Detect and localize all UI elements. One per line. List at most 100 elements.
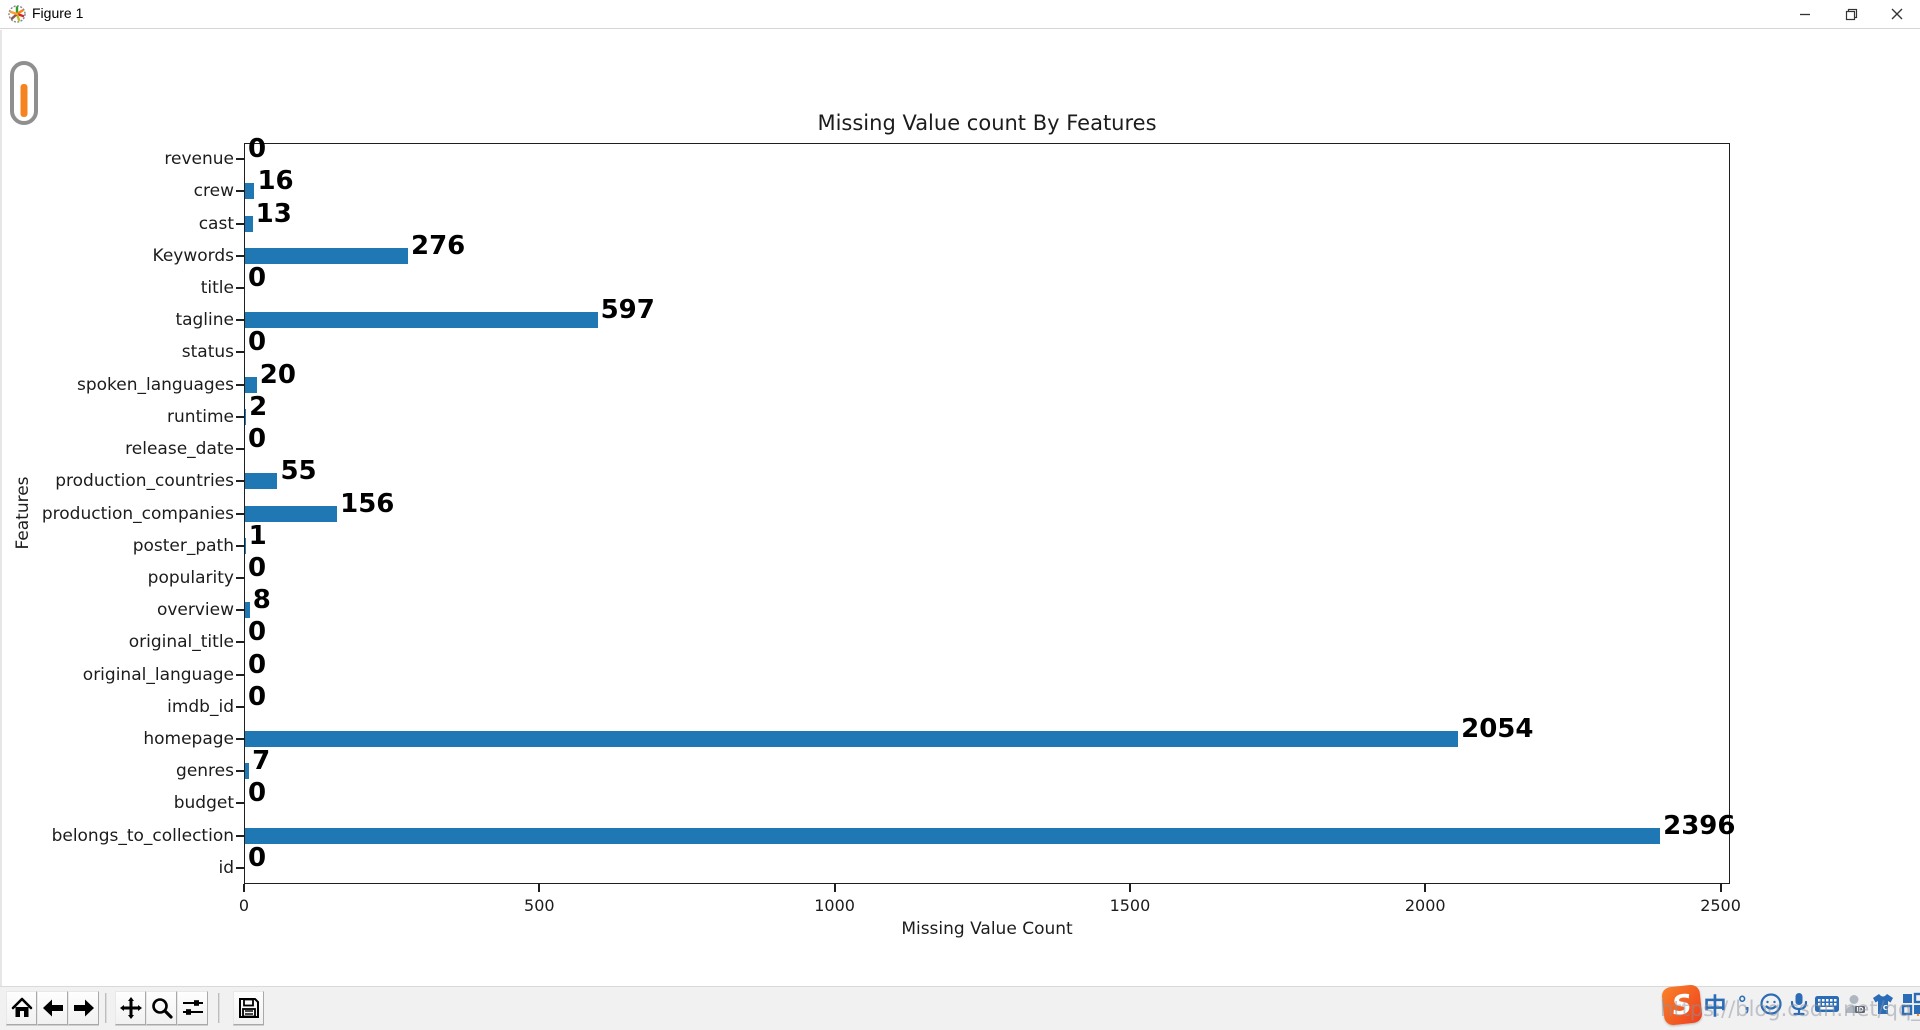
close-button[interactable] — [1874, 0, 1920, 28]
bar-value-label: 276 — [411, 230, 466, 261]
x-tick-label: 1500 — [1109, 896, 1151, 915]
bar — [245, 408, 247, 425]
microphone-icon[interactable] — [1786, 991, 1812, 1017]
keyboard-icon[interactable] — [1814, 991, 1840, 1017]
bar-value-label: 55 — [280, 456, 317, 487]
y-tick-label: production_countries — [55, 471, 234, 492]
y-tick-label: cast — [198, 213, 234, 234]
y-tick-label: genres — [176, 761, 234, 782]
y-tick-mark — [236, 158, 244, 161]
y-tick-label: production_companies — [41, 503, 234, 524]
y-tick-mark — [236, 576, 244, 579]
y-tick-mark — [236, 834, 244, 837]
bar-value-label: 0 — [248, 649, 267, 680]
bar-value-label: 2054 — [1461, 714, 1534, 745]
bar — [245, 763, 250, 780]
y-tick-label: spoken_languages — [76, 374, 234, 395]
svg-text:ID: ID — [1856, 1007, 1863, 1014]
y-tick-mark — [236, 383, 244, 386]
save-floppy-icon — [238, 998, 259, 1018]
y-tick-mark — [236, 802, 244, 805]
x-axis-label: Missing Value Count — [901, 919, 1073, 939]
y-tick-label: budget — [173, 793, 234, 814]
back-button[interactable] — [37, 991, 68, 1025]
account-icon[interactable]: ID — [1842, 991, 1868, 1017]
bar — [245, 376, 257, 393]
bar — [245, 312, 598, 329]
y-tick-mark — [236, 738, 244, 741]
y-tick-label: runtime — [167, 406, 234, 427]
zoom-button[interactable] — [146, 991, 177, 1025]
y-tick-label: imdb_id — [167, 696, 234, 717]
forward-button[interactable] — [68, 991, 99, 1025]
caption-buttons — [1782, 0, 1920, 28]
pan-button[interactable] — [115, 991, 146, 1025]
bar-value-label: 0 — [248, 778, 267, 809]
side-widget-handle[interactable] — [10, 61, 38, 125]
bar — [245, 827, 1661, 844]
bar-value-label: 8 — [252, 585, 271, 616]
y-tick-mark — [236, 351, 244, 354]
bar-value-label: 0 — [248, 327, 267, 358]
y-tick-label: crew — [193, 181, 234, 202]
titlebar[interactable]: Figure 1 — [0, 0, 1920, 29]
sogou-logo-icon[interactable]: S — [1661, 984, 1703, 1026]
ime-toolbar: S 中 °, — [1660, 984, 1920, 1030]
bar-value-label: 0 — [248, 262, 267, 293]
home-button[interactable] — [6, 991, 37, 1025]
sliders-icon — [182, 1000, 203, 1015]
y-tick-mark — [236, 866, 244, 869]
save-button[interactable] — [233, 991, 264, 1025]
bar-value-label: 13 — [255, 198, 292, 229]
punctuation-icon[interactable]: °, — [1738, 992, 1750, 1015]
y-tick-label: tagline — [175, 310, 234, 331]
y-tick-mark — [236, 641, 244, 644]
x-tick-label: 2000 — [1404, 896, 1446, 915]
y-tick-label: original_language — [82, 664, 234, 685]
bar — [245, 505, 338, 522]
bar-value-label: 0 — [248, 134, 267, 165]
bar — [245, 602, 250, 619]
minimize-button[interactable] — [1782, 0, 1828, 28]
bar — [245, 473, 278, 490]
y-tick-mark — [236, 609, 244, 612]
x-tick-mark — [1719, 884, 1722, 892]
restore-button[interactable] — [1828, 0, 1874, 28]
y-tick-label: status — [181, 342, 234, 363]
emoji-icon[interactable] — [1758, 991, 1784, 1017]
bar-value-label: 0 — [248, 617, 267, 648]
forward-arrow-icon — [73, 999, 94, 1017]
matplotlib-toolbar — [0, 986, 1920, 1030]
bar-value-label: 0 — [248, 842, 267, 873]
x-tick-mark — [243, 884, 245, 892]
y-tick-mark — [236, 480, 244, 483]
y-tick-mark — [236, 673, 244, 676]
y-tick-label: poster_path — [132, 535, 234, 556]
y-tick-label: id — [218, 857, 234, 878]
chart-title: Missing Value count By Features — [817, 111, 1157, 135]
y-tick-mark — [236, 415, 244, 418]
bar — [245, 215, 253, 232]
y-tick-mark — [236, 222, 244, 225]
y-tick-mark — [236, 544, 244, 547]
window-title: Figure 1 — [32, 5, 84, 21]
subplots-button[interactable] — [177, 991, 208, 1025]
bar-value-label: 0 — [248, 552, 267, 583]
y-tick-label: release_date — [125, 439, 234, 460]
x-tick-mark — [1128, 884, 1131, 892]
home-icon — [11, 997, 32, 1017]
x-tick-mark — [538, 884, 541, 892]
y-tick-label: belongs_to_collection — [51, 825, 234, 846]
x-tick-label: 0 — [238, 896, 250, 915]
bar-value-label: 16 — [257, 166, 294, 197]
bar-value-label: 156 — [340, 488, 395, 519]
y-tick-label: title — [200, 277, 234, 298]
bar-value-label: 2 — [249, 391, 268, 422]
bar-value-label: 2396 — [1663, 810, 1736, 841]
skin-icon[interactable]: C — [1870, 991, 1896, 1017]
chinese-mode-icon[interactable]: 中 — [1703, 994, 1727, 1020]
x-tick-mark — [833, 884, 836, 892]
bar-value-label: 0 — [248, 424, 267, 455]
toolbox-icon[interactable] — [1900, 991, 1920, 1017]
bar — [245, 537, 247, 554]
